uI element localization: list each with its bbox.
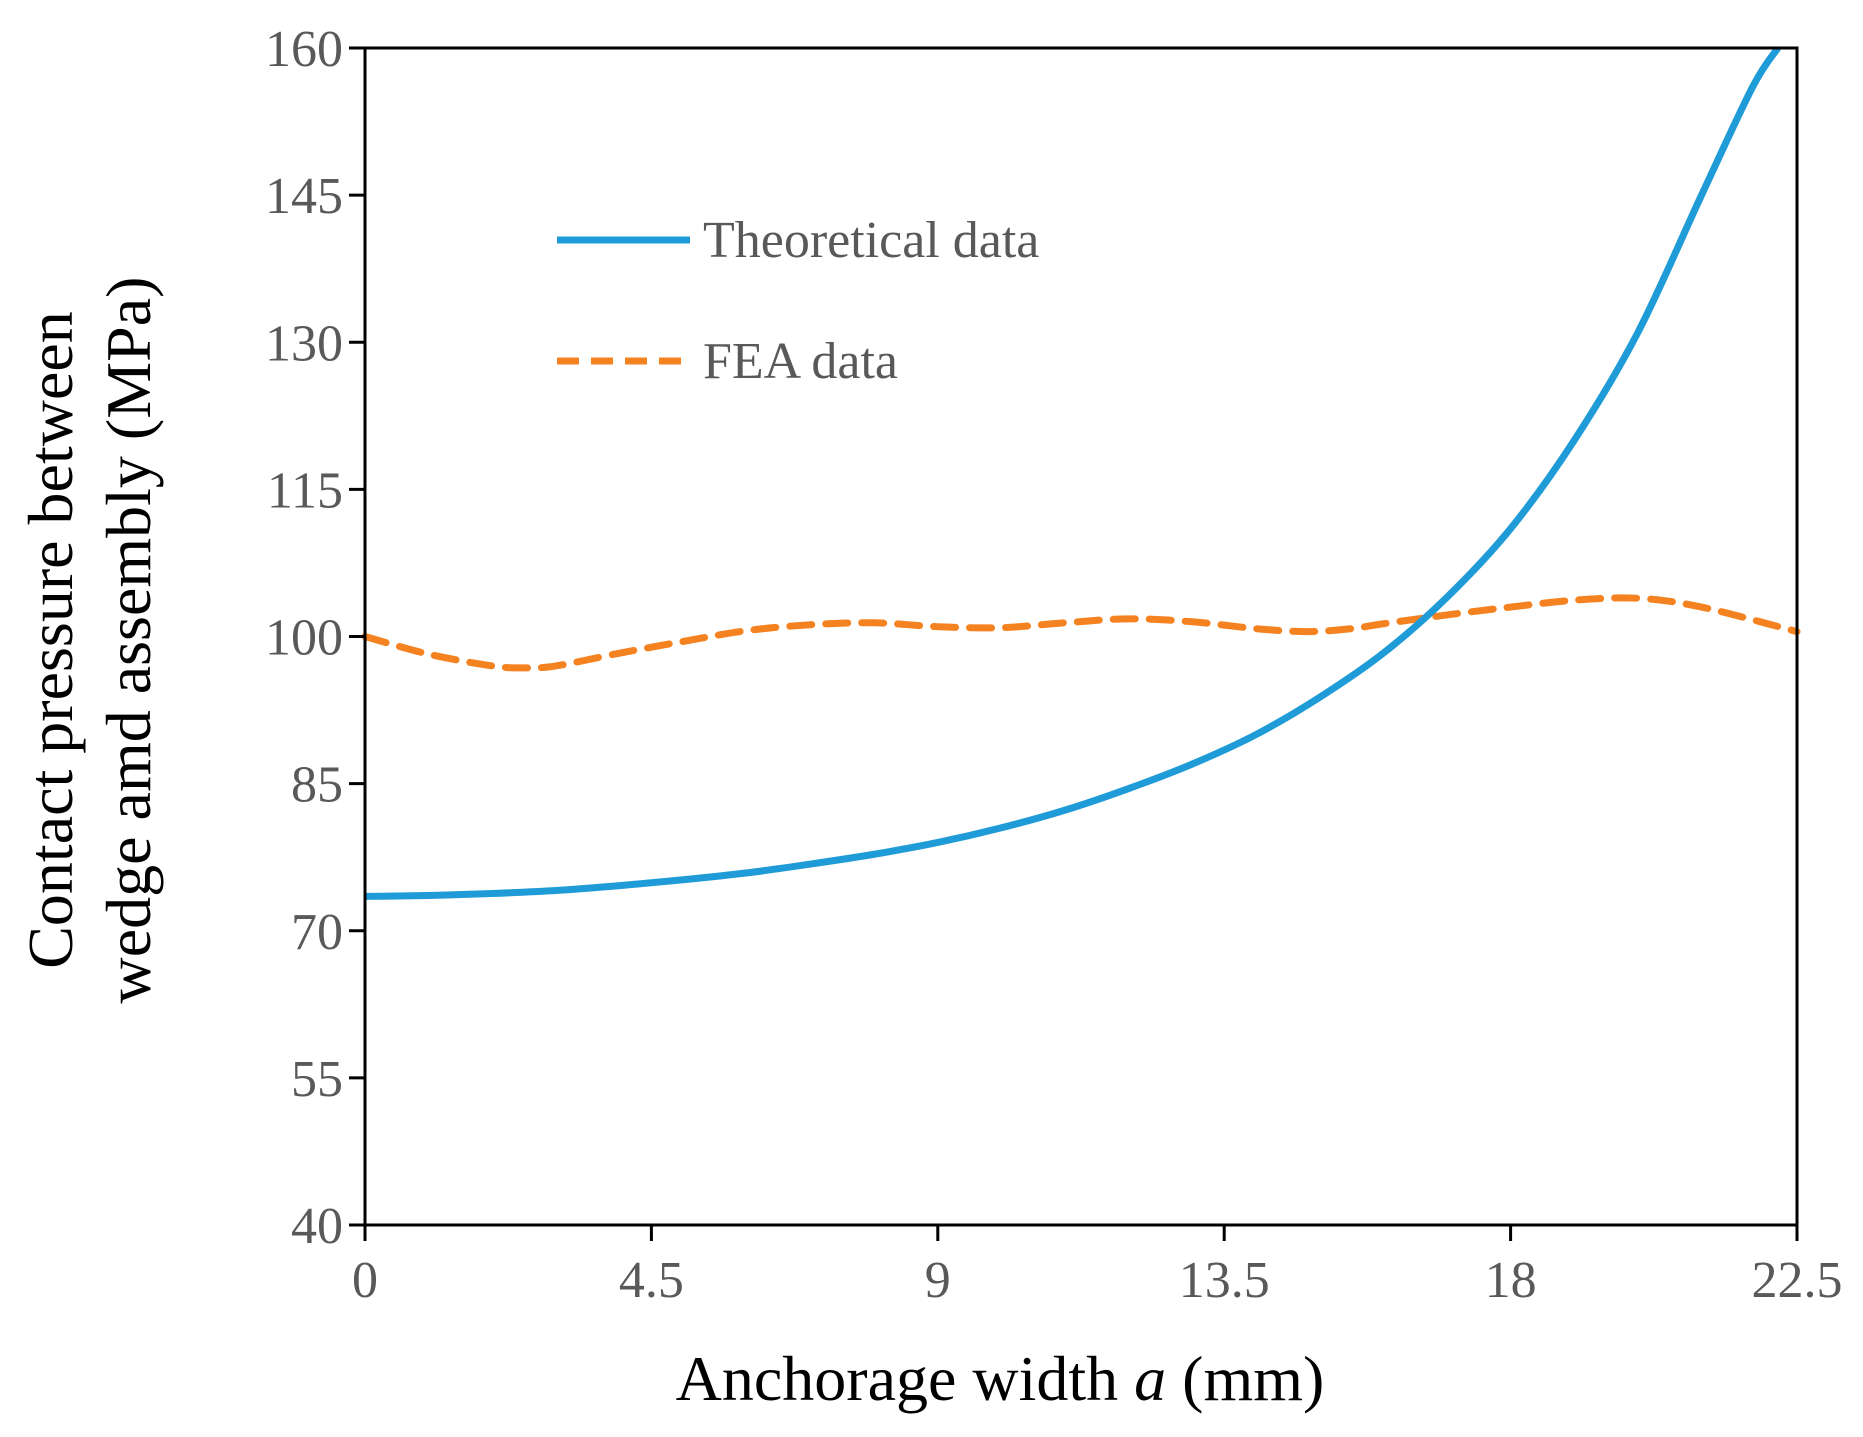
y-tick-label: 160	[265, 21, 343, 78]
legend-label-fea: FEA data	[703, 333, 898, 390]
legend: Theoretical data FEA data	[557, 212, 1039, 390]
series-line-fea	[361, 594, 1801, 672]
x-axis-title: Anchorage width a (mm)	[676, 1343, 1325, 1414]
y-axis-ticks: 40 55 70 85 100 115 130 145 160	[265, 21, 365, 1255]
y-tick-label: 85	[291, 757, 343, 814]
x-axis-ticks: 0 4.5 9 13.5 18 22.5	[352, 1225, 1843, 1309]
x-axis-title-suffix: (mm)	[1166, 1343, 1324, 1414]
y-axis-title-line1: Contact pressure between	[15, 311, 86, 969]
y-axis-title-line2: wedge amd assembly (MPa)	[93, 277, 164, 1004]
y-tick-label: 70	[291, 904, 343, 961]
y-tick-label: 100	[265, 610, 343, 667]
x-tick-label: 0	[352, 1252, 378, 1309]
y-tick-label: 40	[291, 1198, 343, 1255]
x-tick-label: 13.5	[1179, 1252, 1270, 1309]
x-axis-title-variable: a	[1134, 1343, 1166, 1414]
y-tick-label: 145	[265, 168, 343, 225]
y-tick-label: 130	[265, 315, 343, 372]
x-tick-label: 22.5	[1752, 1252, 1843, 1309]
x-tick-label: 4.5	[619, 1252, 684, 1309]
legend-label-theoretical: Theoretical data	[703, 212, 1039, 269]
curves-layer	[361, 46, 1801, 900]
x-tick-label: 9	[925, 1252, 951, 1309]
x-tick-label: 18	[1485, 1252, 1537, 1309]
x-axis-title-prefix: Anchorage width	[676, 1343, 1135, 1414]
series-line-theoretical	[364, 46, 1781, 900]
plot-frame	[363, 46, 1799, 1227]
y-tick-label: 55	[291, 1051, 343, 1108]
y-tick-label: 115	[267, 462, 343, 519]
